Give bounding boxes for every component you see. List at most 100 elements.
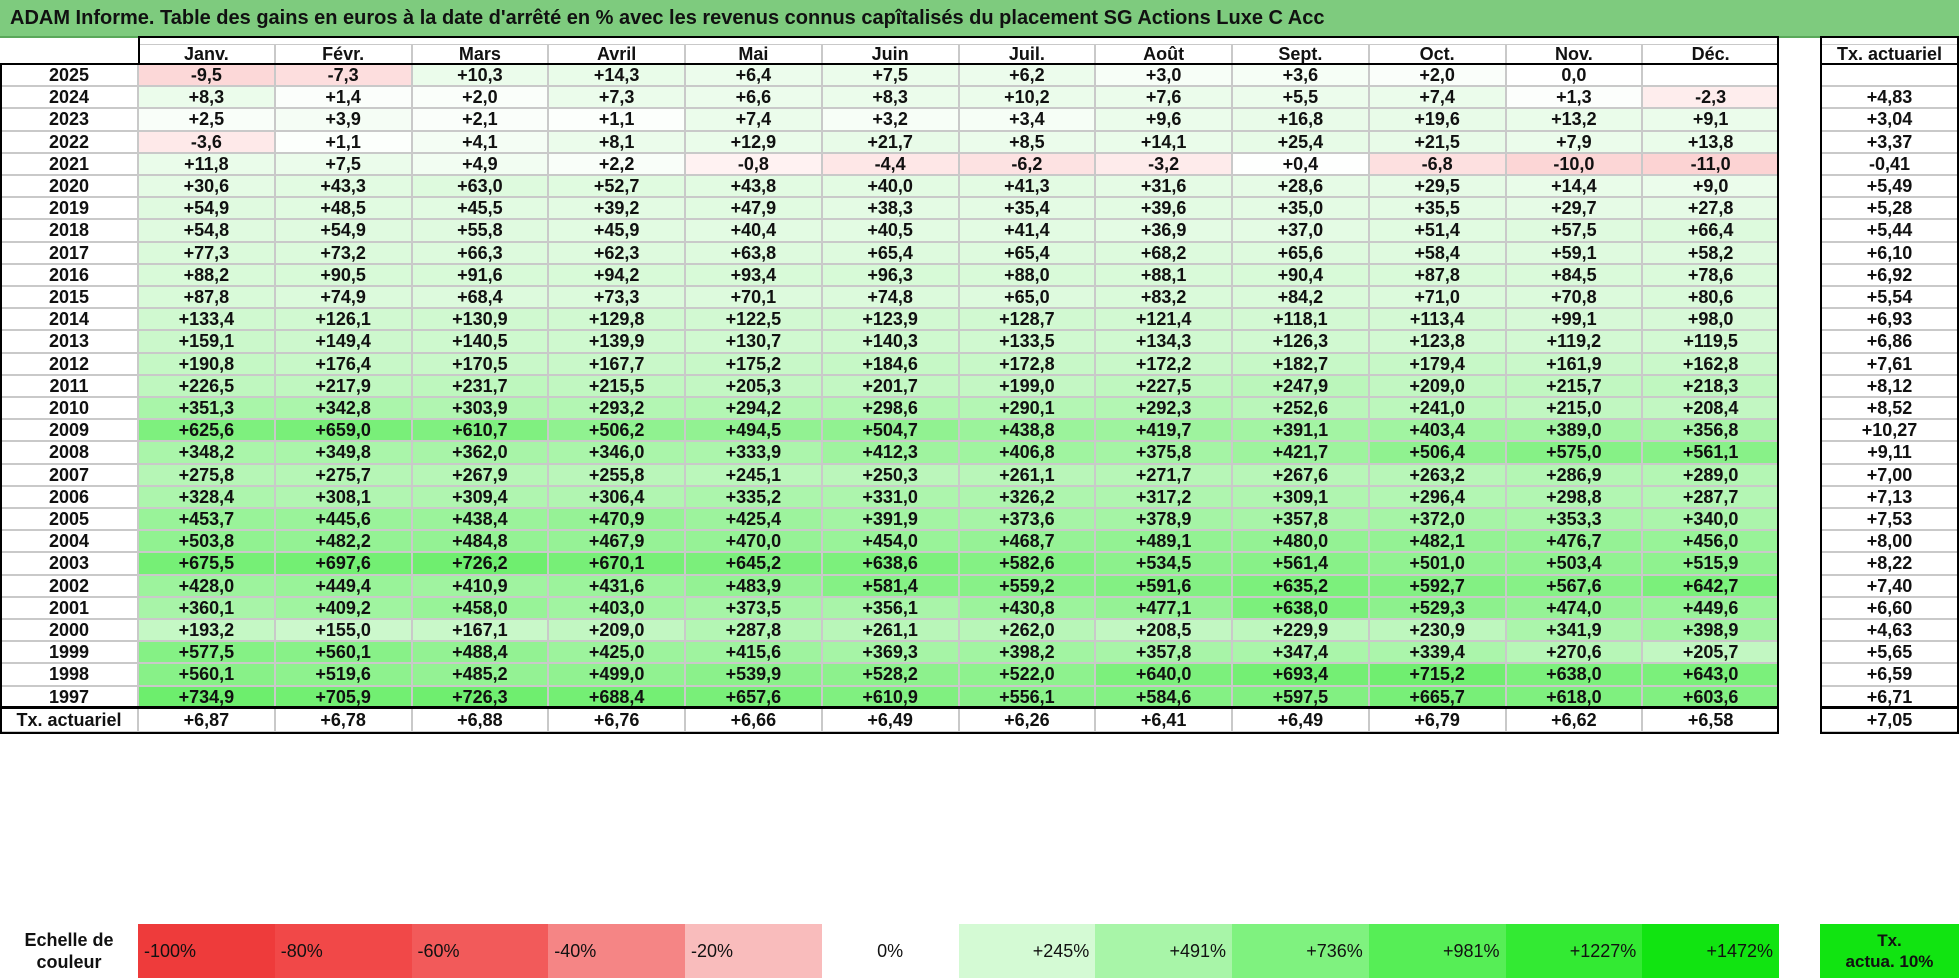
gain-cell: -6,8	[1368, 152, 1506, 175]
gain-cell: +27,8	[1642, 197, 1779, 220]
gain-cell: +247,9	[1232, 374, 1369, 397]
gain-cell: +470,0	[685, 530, 822, 553]
gain-cell: +30,6	[138, 175, 275, 198]
tx-cell: +6,92	[1820, 263, 1959, 286]
year-cell: 2001	[0, 596, 138, 619]
gain-cell: +65,0	[958, 286, 1096, 309]
gain-cell: +98,0	[1642, 308, 1779, 331]
gain-cell: +640,0	[1095, 663, 1232, 686]
gain-cell: +155,0	[274, 619, 412, 642]
year-cell: 2003	[0, 552, 138, 575]
gain-cell: +428,0	[138, 574, 275, 597]
gain-cell: +581,4	[821, 574, 959, 597]
gain-cell: +675,5	[138, 552, 275, 575]
gain-cell: +1,1	[548, 108, 685, 131]
gain-cell: +326,2	[958, 485, 1096, 508]
gain-cell: +58,4	[1368, 241, 1506, 264]
gain-cell: +121,4	[1095, 308, 1232, 331]
gain-cell: +292,3	[1095, 397, 1232, 420]
gain-cell: +28,6	[1232, 175, 1369, 198]
footer-tx-cell: +6,88	[411, 708, 549, 732]
gain-cell: +6,6	[685, 86, 822, 109]
gain-cell: +582,6	[958, 552, 1096, 575]
gain-cell: +501,0	[1368, 552, 1506, 575]
gain-cell: +36,9	[1095, 219, 1232, 242]
tx-cell: +6,71	[1820, 685, 1959, 708]
gain-cell: +4,9	[411, 152, 549, 175]
gain-cell: +638,0	[1505, 663, 1643, 686]
gain-cell: +357,8	[1232, 508, 1369, 531]
gain-cell: +12,9	[685, 130, 822, 153]
gain-cell: +7,4	[685, 108, 822, 131]
gain-cell: +638,0	[1232, 596, 1369, 619]
legend-label-line1: Echelle de	[24, 930, 114, 950]
gain-cell: -7,3	[274, 64, 412, 87]
gain-cell: +9,1	[1642, 108, 1779, 131]
tx-cell: +9,11	[1820, 441, 1959, 464]
year-cell: 2000	[0, 619, 138, 642]
gain-cell: +1,3	[1505, 86, 1643, 109]
gain-cell: +560,1	[274, 641, 412, 664]
gain-cell: +10,2	[958, 86, 1096, 109]
gain-cell: +29,7	[1505, 197, 1643, 220]
gain-cell: +39,2	[548, 197, 685, 220]
year-cell: 2022	[0, 130, 138, 153]
footer-tx-cell: +6,76	[548, 708, 685, 732]
gain-cell: +560,1	[138, 663, 275, 686]
gain-cell: +353,3	[1505, 508, 1643, 531]
gain-cell: +529,3	[1368, 596, 1506, 619]
gain-cell: +705,9	[274, 685, 412, 708]
gain-cell: +271,7	[1095, 463, 1232, 486]
gain-cell: +378,9	[1095, 508, 1232, 531]
month-header: Mars	[411, 44, 549, 64]
gain-cell: +14,1	[1095, 130, 1232, 153]
gain-cell: +47,9	[685, 197, 822, 220]
month-header: Févr.	[274, 44, 412, 64]
gain-cell: +5,5	[1232, 86, 1369, 109]
gain-cell: +19,6	[1368, 108, 1506, 131]
gain-cell: +78,6	[1642, 263, 1779, 286]
gain-cell: +126,3	[1232, 330, 1369, 353]
gain-cell: +45,5	[411, 197, 549, 220]
gain-cell: +398,9	[1642, 619, 1779, 642]
gain-cell: +74,8	[821, 286, 959, 309]
gain-cell: +270,6	[1505, 641, 1643, 664]
gain-cell: +610,7	[411, 419, 549, 442]
gain-cell: +659,0	[274, 419, 412, 442]
gain-cell: +389,0	[1505, 419, 1643, 442]
gain-cell: +430,8	[958, 596, 1096, 619]
gain-cell: +339,4	[1368, 641, 1506, 664]
gain-cell: +41,4	[958, 219, 1096, 242]
gain-cell: +55,8	[411, 219, 549, 242]
gain-cell: -4,4	[821, 152, 959, 175]
gain-cell: +209,0	[1368, 374, 1506, 397]
legend-swatch: +1227%	[1505, 924, 1643, 978]
gain-cell: +483,9	[685, 574, 822, 597]
gain-cell: +63,0	[411, 175, 549, 198]
gain-cell: +71,0	[1368, 286, 1506, 309]
gain-cell: +375,8	[1095, 441, 1232, 464]
gain-cell: +577,5	[138, 641, 275, 664]
gain-cell: +317,2	[1095, 485, 1232, 508]
gain-cell: +0,4	[1232, 152, 1369, 175]
gain-cell: +506,2	[548, 419, 685, 442]
gain-cell: +309,4	[411, 485, 549, 508]
gain-cell: +162,8	[1642, 352, 1779, 375]
year-cell: 2014	[0, 308, 138, 331]
gain-cell: +362,0	[411, 441, 549, 464]
year-cell: 1997	[0, 685, 138, 708]
gain-cell: +298,6	[821, 397, 959, 420]
gain-cell: +176,4	[274, 352, 412, 375]
footer-tx-cell: +6,41	[1095, 708, 1232, 732]
tx-cell: +3,37	[1820, 130, 1959, 153]
gain-cell: +603,6	[1642, 685, 1779, 708]
gain-cell: +45,9	[548, 219, 685, 242]
gain-cell: +298,8	[1505, 485, 1643, 508]
gain-cell: +263,2	[1368, 463, 1506, 486]
gain-cell: +597,5	[1232, 685, 1369, 708]
tx-cell: +8,12	[1820, 374, 1959, 397]
gain-cell: +205,7	[1642, 641, 1779, 664]
gain-cell: +419,7	[1095, 419, 1232, 442]
year-cell: 2006	[0, 485, 138, 508]
tx-cell: +8,00	[1820, 530, 1959, 553]
